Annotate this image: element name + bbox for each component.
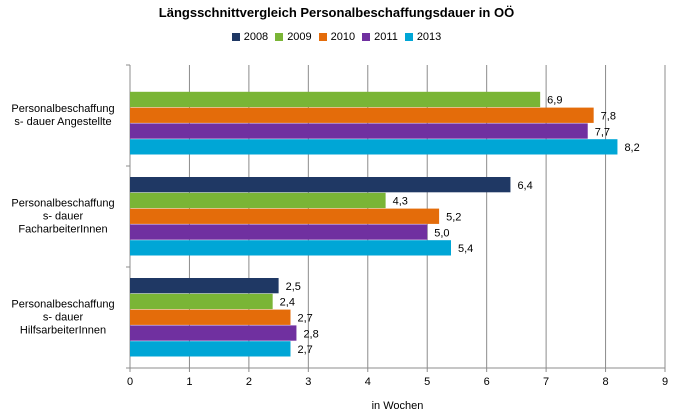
legend-item-2013: 2013 <box>404 31 442 43</box>
bar-2008-cat3 <box>130 278 279 294</box>
x-tick-label-2: 2 <box>246 376 252 388</box>
data-label-2010-cat3: 2,7 <box>298 313 313 325</box>
data-label-2009-cat2: 4,3 <box>393 196 408 208</box>
bar-2010-cat1 <box>130 107 594 123</box>
x-axis-title: in Wochen <box>371 400 424 412</box>
x-tick-label-9: 9 <box>662 376 668 388</box>
category-label-line: s- dauer <box>42 210 84 222</box>
category-label-line: s- dauer <box>42 311 84 323</box>
bar-2013-cat1 <box>130 139 618 155</box>
legend-label-2013: 2013 <box>416 31 442 43</box>
category-label-1: Personalbeschaffung s- dauer Angestellte <box>0 103 126 129</box>
legend: 2008 2009 2010 2011 2013 <box>0 31 673 43</box>
data-label-2011-cat2: 5,0 <box>434 227 449 239</box>
data-label-2011-cat3: 2,8 <box>303 328 318 340</box>
bar-2011-cat3 <box>130 325 297 341</box>
data-label-2010-cat2: 5,2 <box>446 212 461 224</box>
data-label-2010-cat1: 7,8 <box>601 111 616 123</box>
legend-label-2011: 2011 <box>374 31 398 43</box>
data-label-2008-cat3: 2,5 <box>286 281 301 293</box>
x-tick-label-5: 5 <box>424 376 430 388</box>
legend-item-2008: 2008 <box>231 31 269 43</box>
bar-2013-cat3 <box>130 341 291 357</box>
data-label-2013-cat1: 8,2 <box>624 142 639 154</box>
bar-2009-cat2 <box>130 192 386 209</box>
category-label-line: s- dauer Angestellte <box>14 115 112 128</box>
bar-2010-cat3 <box>130 309 291 325</box>
x-tick-label-7: 7 <box>543 376 549 388</box>
legend-swatch-2011 <box>362 33 371 41</box>
chart-title: Längsschnittvergleich Personalbeschaffun… <box>158 5 515 20</box>
category-label-line: Personalbeschaffung <box>11 102 115 115</box>
bar-2013-cat2 <box>130 240 451 256</box>
bar-2008-cat2 <box>130 177 511 193</box>
data-label-2009-cat1: 6,9 <box>547 95 562 107</box>
legend-swatch-2009 <box>275 33 284 41</box>
bar-2011-cat1 <box>130 123 588 139</box>
category-label-line: FacharbeiterInnen <box>18 223 108 235</box>
x-tick-label-6: 6 <box>484 376 490 388</box>
bar-2009-cat3 <box>130 293 273 310</box>
data-label-2011-cat1: 7,7 <box>595 126 610 138</box>
data-label-2013-cat3: 2,7 <box>298 344 313 356</box>
x-tick-label-1: 1 <box>186 376 192 388</box>
category-label-2: Personalbeschaffung s- dauer FacharbeiterI… <box>0 197 126 236</box>
x-tick-label-8: 8 <box>602 376 608 388</box>
bar-2010-cat2 <box>130 208 440 224</box>
x-tick-label-4: 4 <box>365 376 371 388</box>
legend-item-2009: 2009 <box>275 31 312 43</box>
legend-swatch-2010 <box>318 33 327 41</box>
category-label-line: HilfsarbeiterInnen <box>19 324 107 336</box>
data-label-2008-cat2: 6,4 <box>517 180 532 192</box>
legend-item-2011: 2011 <box>362 31 398 43</box>
data-label-2013-cat2: 5,4 <box>458 243 473 255</box>
category-label-line: Personalbeschaffung <box>11 197 115 209</box>
legend-label-2008: 2008 <box>243 31 269 43</box>
x-tick-label-0: 0 <box>127 376 133 388</box>
legend-label-2009: 2009 <box>287 31 312 43</box>
bar-2009-cat1 <box>130 91 541 108</box>
legend-swatch-2008 <box>231 33 240 41</box>
legend-label-2010: 2010 <box>330 31 356 43</box>
category-label-line: Personalbeschaffung <box>11 298 115 310</box>
legend-item-2010: 2010 <box>318 31 356 43</box>
bar-2011-cat2 <box>130 224 428 240</box>
category-label-3: Personalbeschaffung s- dauer Hilfsarbeiter… <box>0 298 126 337</box>
legend-swatch-2013 <box>404 33 413 41</box>
data-label-2009-cat3: 2,4 <box>280 297 295 309</box>
x-tick-label-3: 3 <box>305 376 311 388</box>
